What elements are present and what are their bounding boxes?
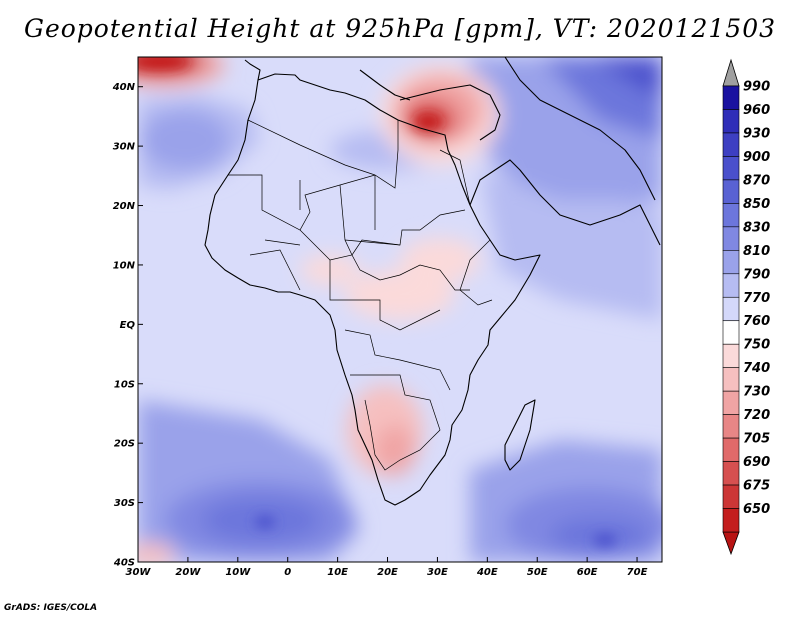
colorbar-swatch [722,179,740,204]
colorbar: 990 960 930 900 870 850 830 810 790 770 760 750 740 7… [722,58,770,556]
lon-label: 20E [377,567,398,578]
lon-label: 0 [284,567,291,578]
colorbar-swatch [722,85,740,110]
colorbar-under-arrow [722,531,740,556]
colorbar-swatch [722,414,740,439]
colorbar-label: 960 [743,103,770,118]
colorbar-label: 690 [743,455,770,470]
lon-label: 10E [327,567,348,578]
colorbar-label: 760 [743,314,770,329]
colorbar-swatch [722,226,740,251]
colorbar-swatch [722,296,740,322]
madagascar-coastline [504,399,536,471]
colorbar-label: 790 [743,267,770,282]
colorbar-label: 675 [743,479,770,494]
colorbar-label: 650 [743,502,770,517]
colorbar-label: 930 [743,126,770,141]
country-borders [228,119,493,471]
colorbar-label: 990 [743,80,770,95]
colorbar-swatch [722,484,740,509]
lon-label: 30E [427,567,448,578]
africa-coastline [204,73,541,506]
lon-label: 40E [476,567,498,578]
lat-label: 10S [114,379,135,390]
lat-label: 40S [113,558,135,569]
colorbar-over-arrow [722,58,740,87]
colorbar-label: 705 [743,432,770,447]
lat-label: 40N [112,82,136,93]
colorbar-label: 730 [743,385,770,400]
lat-label: 30N [113,142,136,153]
colorbar-label: 870 [743,173,770,188]
colorbar-label: 750 [743,338,770,353]
map-area [138,57,662,562]
lon-label: 10W [225,567,251,578]
lon-label: 70E [627,567,648,578]
longitude-axis: 30W 20W 10W 0 10E 20E 30E 40E 50E 60E 70E [126,557,648,578]
iran-coastline [504,57,656,201]
turkey-coastline [399,84,501,141]
colorbar-label: 740 [743,361,770,376]
colorbar-swatch [722,156,740,181]
colorbar-swatch [722,390,740,415]
arabia-coastline [469,159,661,246]
colorbar-swatch [722,461,740,486]
colorbar-swatch [722,343,740,368]
lon-label: 60E [577,567,598,578]
lon-label: 30W [126,567,152,578]
lon-label: 50E [527,567,548,578]
grads-credit: GrADS: IGES/COLA [4,603,98,613]
colorbar-swatch [722,132,740,157]
lat-label: 20N [113,201,136,212]
lat-label: 10N [113,260,136,271]
colorbar-swatch [722,109,740,134]
colorbar-swatch [722,437,740,462]
lon-label: 20W [175,567,201,578]
colorbar-label: 810 [743,244,770,259]
colorbar-label: 720 [743,408,770,423]
map-title: Geopotential Height at 925hPa [gpm], VT:… [23,14,777,43]
colorbar-label: 850 [743,197,770,212]
lat-label: 20S [114,439,135,450]
coastlines [204,57,661,506]
colorbar-label: 830 [743,220,770,235]
iberia-coastline [244,59,261,81]
colorbar-label: 900 [743,150,770,165]
colorbar-swatch [722,203,740,228]
latitude-axis: 40N 30N 20N 10N EQ 10S 20S 30S 40S [112,82,143,569]
greece-coastline [359,69,411,101]
lat-label: 30S [114,498,135,509]
colorbar-swatch [722,367,740,392]
colorbar-label: 770 [743,291,770,306]
colorbar-swatch [722,273,740,298]
colorbar-swatch [722,508,740,533]
map-frame [137,56,663,563]
colorbar-swatch [722,250,740,275]
lat-label: EQ [120,320,136,331]
colorbar-swatch [722,320,740,345]
